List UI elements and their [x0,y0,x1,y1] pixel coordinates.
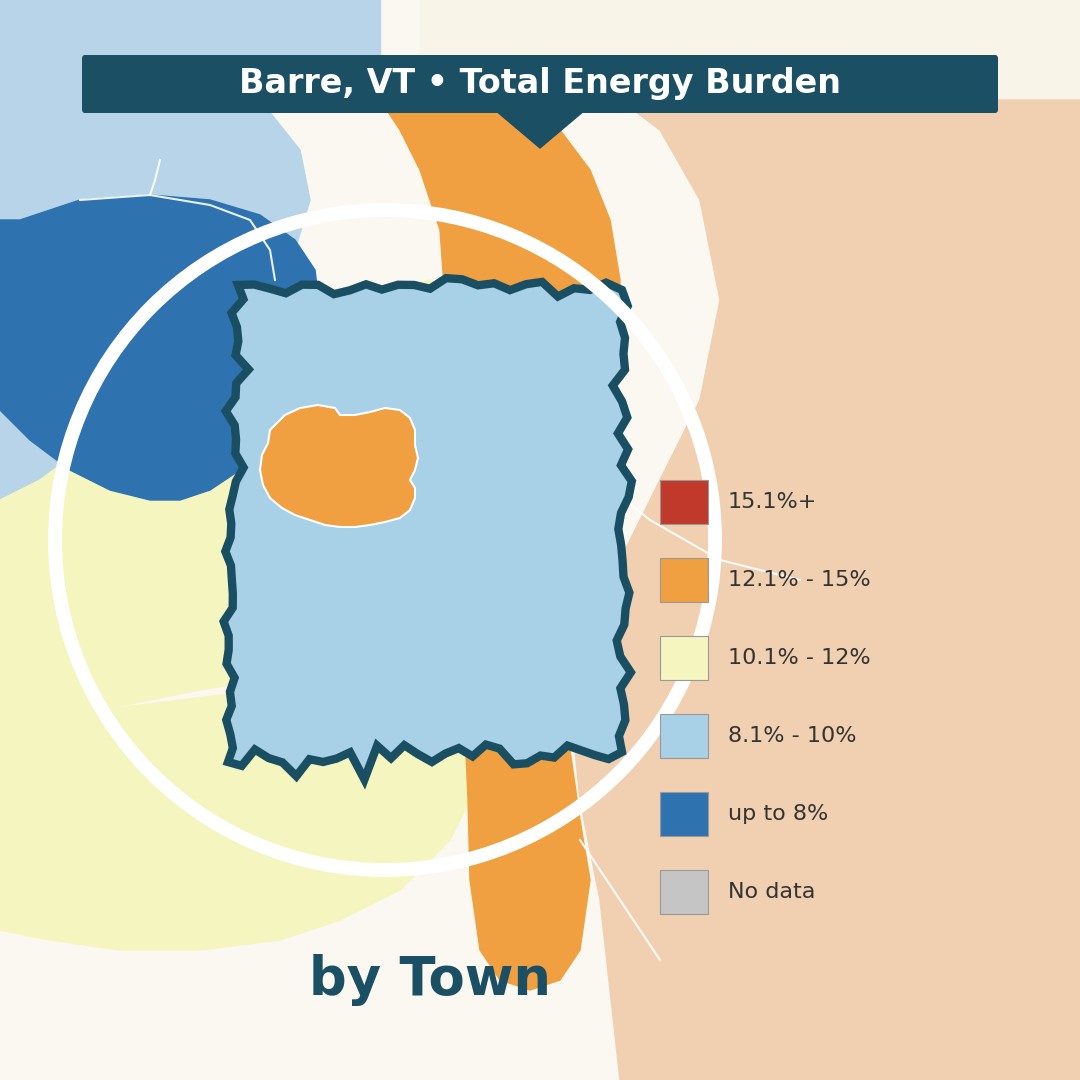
Polygon shape [0,519,500,950]
Polygon shape [0,100,295,430]
Polygon shape [0,100,310,500]
Text: up to 8%: up to 8% [728,804,828,824]
Polygon shape [0,249,260,430]
Text: 12.1% - 15%: 12.1% - 15% [728,570,870,590]
FancyBboxPatch shape [660,558,708,602]
Polygon shape [0,0,380,100]
Polygon shape [570,100,1080,1080]
Polygon shape [380,100,620,990]
Polygon shape [260,405,418,527]
Text: No data: No data [728,882,815,902]
Polygon shape [0,195,320,500]
FancyBboxPatch shape [660,636,708,680]
Text: by Town: by Town [309,954,551,1005]
Text: 8.1% - 10%: 8.1% - 10% [728,726,856,746]
Text: Barre, VT • Total Energy Burden: Barre, VT • Total Energy Burden [239,67,841,100]
Polygon shape [495,110,585,148]
FancyBboxPatch shape [660,870,708,914]
FancyBboxPatch shape [660,714,708,758]
Polygon shape [224,279,632,780]
Polygon shape [420,0,1080,519]
Polygon shape [0,280,460,730]
FancyBboxPatch shape [82,55,998,113]
FancyBboxPatch shape [660,792,708,836]
Text: 10.1% - 12%: 10.1% - 12% [728,648,870,669]
Text: 15.1%+: 15.1%+ [728,492,818,512]
FancyBboxPatch shape [660,480,708,524]
